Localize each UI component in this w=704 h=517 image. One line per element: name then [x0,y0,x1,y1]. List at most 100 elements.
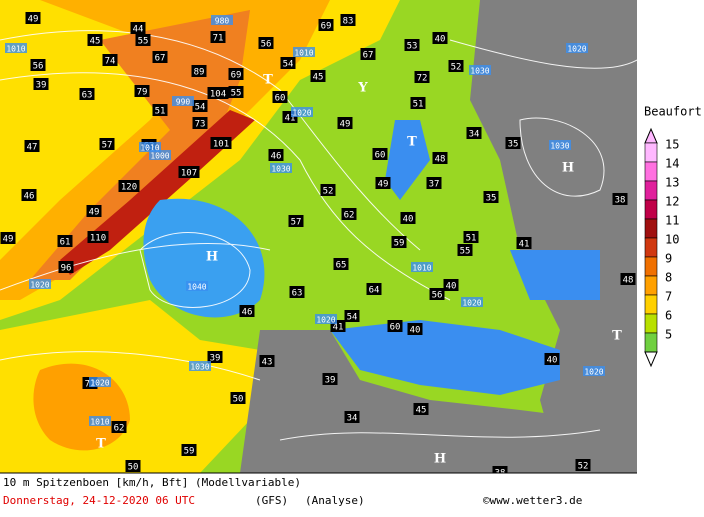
gust-label: 104 [210,90,226,100]
gust-label: 110 [90,234,106,244]
gust-label-box [404,39,420,51]
pressure-label-box [139,142,161,152]
pressure-label-box [469,65,491,75]
gust-label: 55 [231,89,242,99]
gust-label: 43 [262,358,273,368]
gust-label: 67 [155,54,166,64]
pressure-label: 1000 [150,152,169,161]
legend-label: 5 [665,328,672,342]
isobars [0,30,637,441]
gust-label-box [400,212,416,224]
pressure-label: 1010 [6,45,25,54]
gust-label: 40 [446,282,457,292]
gust-label-box [443,279,459,291]
gust-label-box [258,37,274,49]
gust-label-box [414,71,430,83]
legend-swatch [644,294,658,315]
gust-label-box [135,34,151,46]
gust-label: 51 [413,100,424,110]
gust-label-box [426,177,442,189]
gust-label: 45 [90,37,101,47]
gust-label: 60 [390,323,401,333]
gust-label: 79 [137,88,148,98]
pressure-label-box [89,416,111,426]
gust-label-box [58,261,74,273]
pressure-label: 980 [215,17,230,26]
pressure-label: 1020 [316,316,335,325]
gust-label: 38 [495,469,506,479]
gust-label: 56 [432,291,443,301]
gust-label: 69 [231,71,242,81]
gust-label: 54 [195,103,206,113]
gust-label-box [79,88,95,100]
gust-label-box [620,273,636,285]
legend-label: 14 [665,157,679,171]
gust-label: 56 [33,62,44,72]
gust-label-box [366,283,382,295]
gust-label: 62 [344,211,355,221]
legend-arrow-top [644,127,658,144]
pressure-label: 1030 [550,142,569,151]
pressure-label-box [211,15,233,25]
gust-label: 63 [82,91,93,101]
legend-label: 7 [665,290,672,304]
pressure-label: 1020 [584,368,603,377]
gust-label-box [337,117,353,129]
gust-label: 60 [275,94,286,104]
legend-swatch [644,237,658,258]
pressure-label: 1020 [292,109,311,118]
gust-label-box [192,100,208,112]
gust-label: 39 [36,81,47,91]
legend-label: 13 [665,176,679,190]
gust-label: 35 [508,140,519,150]
gust-label-box [463,231,479,243]
gust-label: 40 [410,326,421,336]
legend-title: Beaufort [644,105,702,119]
gust-label: 34 [469,130,480,140]
low-wind-zone [143,198,265,318]
gust-label-box [413,403,429,415]
gust-label-box [57,235,73,247]
gust-label-box [341,208,357,220]
gust-label: 40 [435,35,446,45]
gust-label-box [360,48,376,60]
gust-label: 40 [547,356,558,366]
pressure-label-box [186,281,208,291]
gust-label-box [432,32,448,44]
gust-label: 69 [321,22,332,32]
gust-label-box [118,180,140,192]
pressure-label-box [89,377,111,387]
legend-swatch [644,313,658,334]
pressure-system: T [612,329,622,344]
gust-label: 59 [184,447,195,457]
pressure-label: 1040 [187,283,206,292]
gust-label: 47 [27,143,38,153]
pressure-label: 1010 [412,264,431,273]
gust-label: 49 [28,15,39,25]
gust-label-box [288,215,304,227]
gust-label-box [24,140,40,152]
gust-label-box [239,305,255,317]
gust-label: 73 [195,120,206,130]
gust-label-box [230,392,246,404]
gust-label-box [344,310,360,322]
gust-label: 57 [102,141,113,151]
gust-label: 56 [261,40,272,50]
gust-label-box [191,65,207,77]
gust-label: 49 [340,120,351,130]
gust-label: 120 [121,183,137,193]
pressure-label: 1020 [90,379,109,388]
gust-label-box [612,193,628,205]
gust-label-box [372,148,388,160]
wind-zone [60,110,255,275]
gust-label: 41 [333,323,344,333]
gust-label-box [516,237,532,249]
gust-label: 55 [460,247,471,257]
pressure-label-box [315,314,337,324]
gust-label-box [192,117,208,129]
gust-label: 63 [292,289,303,299]
gust-label: 52 [578,462,589,472]
gust-label: 48 [435,155,446,165]
gust-label-box [457,244,473,256]
